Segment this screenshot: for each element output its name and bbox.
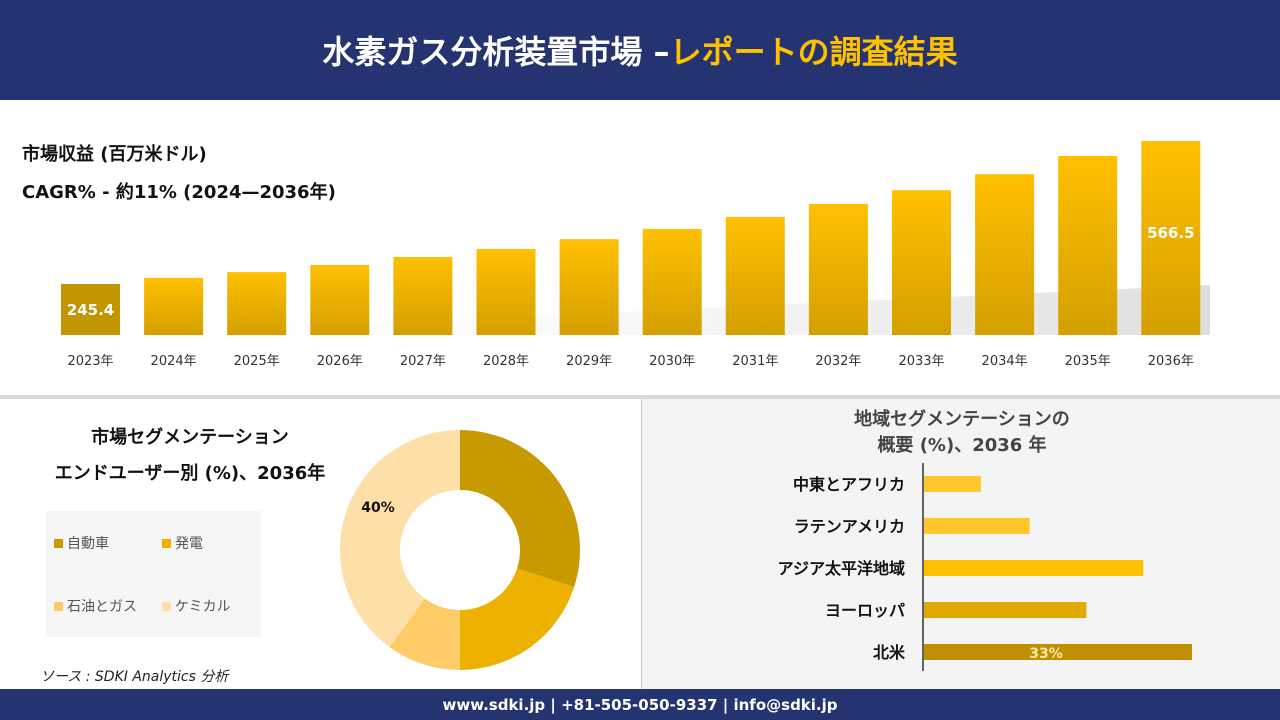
legend-swatch [162,601,171,611]
bar-2031年 [725,216,785,335]
revenue-bar-chart: 2023年 245.4 2024年 2025年 2026年 2027年 2028年 2029年… [61,141,1210,369]
bar-2035年 [1058,155,1118,335]
donut-slice-石油とガス [389,598,460,670]
title-accent: レポートの調査結果 [669,33,958,71]
legend-item: 石油とガス [54,596,137,616]
source-note: ソース : SDKI Analytics 分析 [40,669,229,685]
region-data-label: 33% [1029,646,1063,662]
revenue-title: 市場収益 (百万米ドル) [22,144,207,165]
x-tick-label: 2036年 [1148,354,1194,369]
bar-2024年 [144,277,204,335]
bar-2023年 [61,283,120,335]
x-tick-label: 2023年 [67,354,113,369]
bar-2028年 [476,248,536,335]
legend-item: 発電 [162,533,203,553]
legend-swatch [54,538,63,548]
x-tick-label: 2024年 [151,354,197,369]
x-tick-label: 2028年 [483,354,529,369]
region-label: ヨーロッパ [825,601,905,620]
x-tick-label: 2026年 [317,354,363,369]
region-section: 地域セグメンテーションの 概要 (%)、2036 年 中東とアフリカ ラテンアメリ… [641,399,1280,689]
legend-label: 発電 [175,536,203,552]
title-main: 水素ガス分析装置市場 – [322,33,670,71]
donut-title-line2: エンドユーザー別 (%)、2036年 [54,463,326,484]
bar-2033年 [892,190,951,335]
region-bar-中東とアフリカ [924,476,981,492]
x-tick-label: 2033年 [898,354,944,369]
end-user-section: 市場セグメンテーション エンドユーザー別 (%)、2036年 自動車 発電石油とガ… [0,399,640,689]
x-tick-label: 2034年 [982,354,1028,369]
bar-data-label: 566.5 [1147,224,1194,242]
region-title-line2: 概要 (%)、2036 年 [877,435,1047,456]
legend-label: ケミカル [175,599,231,615]
region-bar-北米 [924,644,1192,660]
bar-data-label: 245.4 [67,301,114,319]
x-tick-label: 2032年 [815,354,861,369]
bar-2025年 [227,272,287,335]
bar-2029年 [559,239,619,335]
region-label: アジア太平洋地域 [778,559,905,578]
bar-2030年 [642,228,702,335]
region-title-line1: 地域セグメンテーションの [854,409,1070,430]
bar-2026年 [310,265,370,335]
legend-item: ケミカル [162,596,231,616]
x-tick-label: 2025年 [234,354,280,369]
bar-2027年 [393,256,453,335]
legend-swatch [162,538,171,548]
footer-contact: www.sdki.jp | +81-505-050-9337 | info@sd… [0,689,1280,720]
legend-item: 自動車 [54,533,109,553]
legend-label: 石油とガス [67,599,137,615]
region-label: ラテンアメリカ [794,517,905,536]
donut-slice-発電 [460,568,575,670]
x-tick-label: 2030年 [649,354,695,369]
donut-slice-ケミカル [340,430,460,648]
x-tick-label: 2029年 [566,354,612,369]
bar-2034年 [975,174,1035,335]
region-label: 中東とアフリカ [793,475,905,494]
x-tick-label: 2035年 [1065,354,1111,369]
x-tick-label: 2031年 [732,354,778,369]
region-label: 北米 [873,643,906,662]
legend-label: 自動車 [67,536,109,552]
region-bar-ラテンアメリカ [924,518,1030,534]
donut-slice-自動車 [460,430,580,588]
section-divider [0,395,1280,399]
donut-legend: 自動車 発電石油とガス ケミカル [46,511,261,637]
x-tick-label: 2027年 [400,354,446,369]
bar-2032年 [808,204,868,335]
end-user-donut-chart: 40% [340,430,580,670]
region-bar-ヨーロッパ [924,602,1087,618]
header-banner: 水素ガス分析装置市場 – レポートの調査結果 [0,0,1280,100]
bar-2036年 [1141,141,1201,335]
cagr-subtitle: CAGR% - 約11% (2024—2036年) [22,182,336,203]
donut-data-label: 40% [361,500,395,516]
legend-swatch [54,601,63,611]
region-bar-アジア太平洋地域 [924,560,1144,576]
revenue-section: 市場収益 (百万米ドル) CAGR% - 約11% (2024—2036年) 2… [0,100,1280,395]
donut-title-line1: 市場セグメンテーション [91,427,289,448]
